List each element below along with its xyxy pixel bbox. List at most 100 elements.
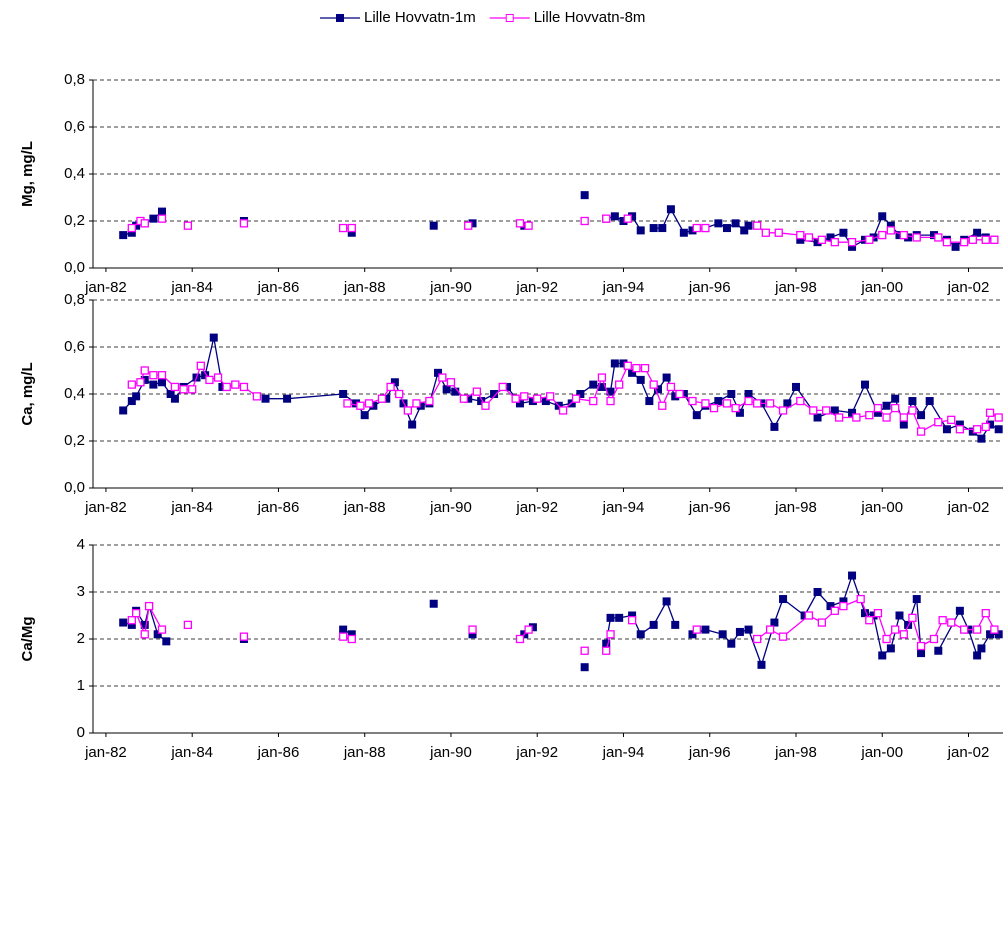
- data-point: [778, 406, 788, 415]
- data-point: [339, 390, 348, 398]
- data-point: [239, 382, 249, 392]
- data-point: [783, 399, 792, 408]
- data-point: [429, 221, 438, 230]
- data-point: [839, 228, 848, 237]
- data-point: [546, 392, 555, 401]
- data-point: [222, 382, 231, 392]
- data-point: [692, 411, 701, 420]
- data-point: [688, 396, 697, 406]
- data-point: [908, 406, 917, 415]
- data-point: [252, 392, 262, 401]
- data-point: [813, 588, 822, 596]
- data-point: [912, 595, 921, 604]
- data-point: [804, 611, 814, 620]
- data-point: [395, 389, 404, 399]
- data-point: [119, 231, 128, 240]
- data-point: [791, 382, 800, 391]
- y-axis-label: Ca/Mg: [19, 617, 36, 662]
- data-point: [636, 630, 645, 639]
- data-point: [649, 620, 658, 629]
- x-tick-label: jan-86: [257, 744, 300, 761]
- x-tick-label: jan-84: [170, 744, 213, 761]
- data-point: [606, 630, 615, 639]
- data-point: [589, 380, 598, 389]
- data-point: [446, 378, 456, 387]
- data-point: [520, 392, 529, 401]
- data-point: [442, 385, 451, 394]
- legend-label: Lille Hovvatn-1m: [364, 9, 476, 26]
- data-point: [140, 630, 149, 639]
- data-point: [701, 399, 710, 408]
- data-point: [623, 214, 632, 223]
- data-point: [261, 394, 270, 403]
- data-point: [848, 408, 857, 417]
- data-point: [610, 212, 619, 221]
- x-tick-label: jan-02: [947, 279, 990, 296]
- y-tick-label: 1: [77, 677, 85, 694]
- data-point: [809, 406, 818, 415]
- legend-marker: [336, 14, 344, 22]
- data-point: [938, 616, 947, 625]
- data-point: [602, 646, 611, 655]
- data-point: [753, 634, 762, 644]
- data-point: [960, 237, 969, 247]
- data-point: [908, 613, 917, 622]
- data-point: [830, 606, 839, 615]
- data-point: [774, 228, 783, 237]
- x-tick-label: jan-96: [688, 744, 731, 761]
- data-point: [408, 420, 417, 429]
- data-point: [744, 625, 753, 634]
- data-point: [722, 224, 731, 233]
- data-point: [632, 363, 641, 373]
- data-point: [744, 396, 753, 406]
- data-point: [636, 375, 645, 384]
- data-point: [347, 223, 356, 233]
- x-tick-label: jan-82: [84, 744, 127, 761]
- data-point: [144, 601, 154, 611]
- data-point: [571, 394, 581, 403]
- y-tick-label: 2: [77, 630, 85, 647]
- data-point: [735, 408, 744, 417]
- data-point: [149, 380, 158, 389]
- data-point: [882, 413, 891, 422]
- data-point: [878, 212, 887, 221]
- data-point: [403, 406, 412, 415]
- data-point: [735, 627, 744, 636]
- data-point: [834, 413, 844, 422]
- data-point: [985, 408, 995, 417]
- data-point: [170, 394, 179, 403]
- data-point: [653, 385, 662, 394]
- data-point: [796, 230, 805, 240]
- data-point: [157, 214, 167, 223]
- data-point: [925, 397, 934, 406]
- data-point: [511, 394, 520, 403]
- data-point: [977, 644, 986, 653]
- data-point: [955, 606, 964, 615]
- data-point: [434, 368, 443, 377]
- y-tick-label: 0,2: [64, 212, 85, 229]
- data-point: [830, 406, 839, 415]
- y-axis-label: Ca, mg/L: [19, 362, 36, 425]
- data-point: [429, 599, 438, 608]
- legend-marker: [505, 14, 514, 22]
- data-point: [576, 390, 585, 398]
- data-point: [140, 366, 149, 375]
- data-point: [640, 363, 650, 373]
- x-tick-label: jan-92: [515, 499, 558, 516]
- data-point: [714, 397, 723, 406]
- data-point: [606, 613, 615, 622]
- data-point: [722, 399, 732, 408]
- data-point: [878, 651, 887, 660]
- y-tick-label: 0,8: [64, 71, 85, 88]
- data-point: [127, 380, 136, 389]
- data-point: [636, 226, 645, 235]
- data-point: [916, 427, 926, 436]
- data-point: [990, 625, 999, 634]
- data-point: [157, 371, 167, 380]
- data-point: [377, 394, 387, 403]
- data-point: [701, 625, 710, 634]
- data-point: [149, 214, 158, 223]
- x-tick-label: jan-88: [343, 279, 386, 296]
- data-point: [132, 392, 141, 401]
